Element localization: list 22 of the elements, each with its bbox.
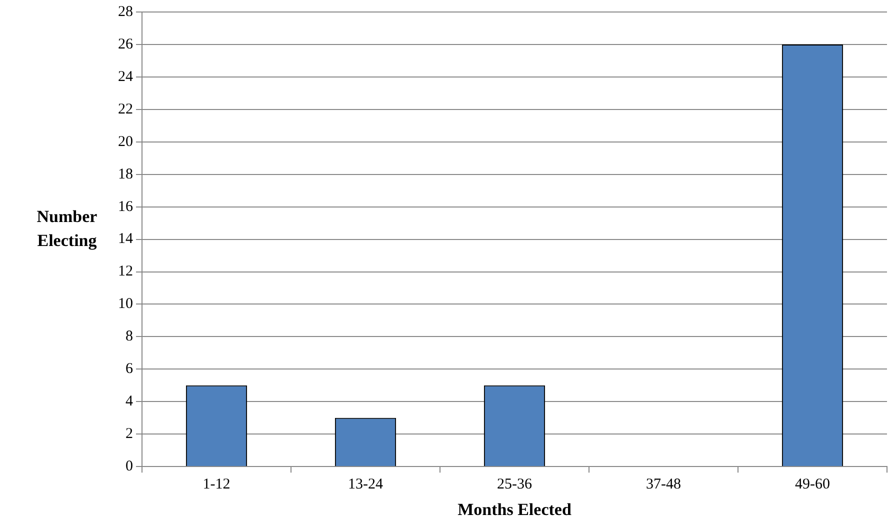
x-tick-label: 1-12 <box>202 476 230 493</box>
y-tick-label: 20 <box>118 134 133 150</box>
y-tick-label: 0 <box>126 458 133 475</box>
y-tick-label: 4 <box>126 394 134 410</box>
y-tick-label: 24 <box>118 68 134 85</box>
y-axis-title: Number Electing <box>36 206 98 252</box>
y-tick-label: 6 <box>126 361 134 378</box>
y-tick-label: 22 <box>118 101 133 118</box>
y-tick-label: 16 <box>118 198 134 215</box>
y-tick-label: 26 <box>118 36 134 52</box>
x-tick-label: 25-36 <box>497 476 532 493</box>
y-tick-label: 18 <box>118 166 133 182</box>
x-tick-label: 13-24 <box>348 476 384 493</box>
y-tick-label: 10 <box>118 296 133 312</box>
x-tick-label: 49-60 <box>795 476 830 493</box>
y-tick-label: 12 <box>118 264 133 280</box>
x-tick-label: 37-48 <box>646 476 681 493</box>
y-tick-label: 8 <box>126 328 133 345</box>
y-tick-label: 28 <box>118 4 133 20</box>
x-axis-title: Months Elected <box>458 500 572 520</box>
y-tick-label: 2 <box>126 426 133 442</box>
y-tick-label: 14 <box>118 231 134 248</box>
